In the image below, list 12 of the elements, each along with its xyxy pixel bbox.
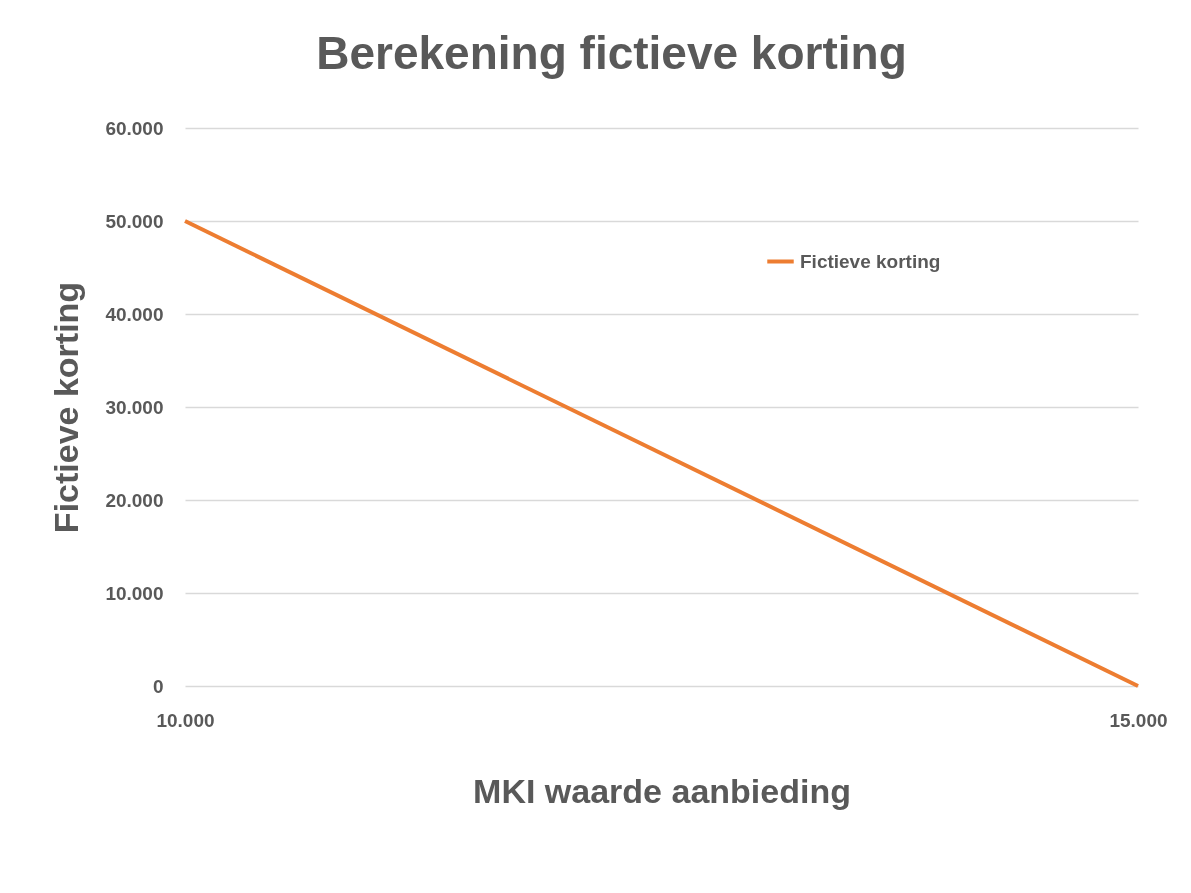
y-tick-label: 20.000 bbox=[105, 489, 164, 511]
y-axis-title: Fictieve korting bbox=[47, 281, 86, 534]
x-tick-label: 15.000 bbox=[1109, 709, 1168, 731]
y-tick-label: 30.000 bbox=[105, 396, 164, 418]
legend-label: Fictieve korting bbox=[800, 250, 941, 272]
y-tick-label: 10.000 bbox=[105, 582, 164, 604]
y-tick-label: 60.000 bbox=[105, 117, 164, 139]
y-tick-label: 50.000 bbox=[105, 210, 164, 232]
x-axis-title: MKI waarde aanbieding bbox=[473, 771, 851, 810]
chart-title: Berekening fictieve korting bbox=[316, 27, 907, 79]
y-tick-label: 40.000 bbox=[105, 303, 164, 325]
y-tick-label: 0 bbox=[152, 675, 164, 697]
